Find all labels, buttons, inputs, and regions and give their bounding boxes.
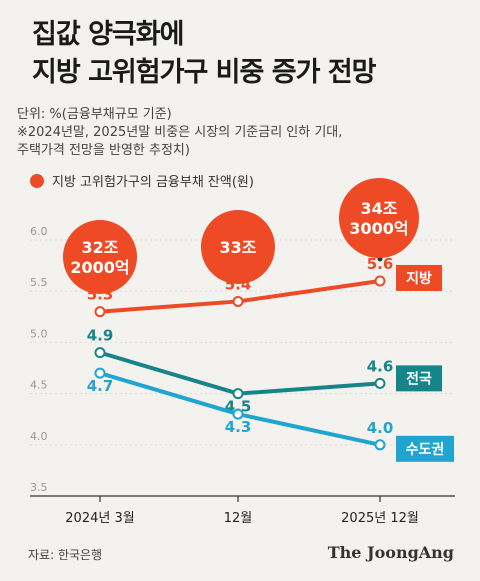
data-label: 5.6 <box>367 255 394 273</box>
data-point <box>232 408 244 420</box>
annotation-text: 2000억 <box>70 258 129 277</box>
brand-logo: The JoongAng <box>327 543 454 562</box>
y-tick-label: 3.5 <box>30 481 48 494</box>
title-line-1: 집값 양극화에 <box>32 19 184 50</box>
y-tick-label: 5.0 <box>30 327 48 340</box>
data-label: 4.9 <box>87 327 114 345</box>
source-text: 자료: 한국은행 <box>28 548 103 562</box>
series-label: 지방 <box>406 270 432 287</box>
x-tick-label: 2024년 3월 <box>65 511 134 526</box>
title-line-2: 지방 고위험가구 비중 증가 전망 <box>32 57 377 88</box>
unit-note: 단위: %(금융부채규모 기준) <box>17 107 172 122</box>
y-tick-label: 6.0 <box>30 225 48 238</box>
annotation-text: 3000억 <box>349 219 408 238</box>
data-label: 5.3 <box>87 286 114 304</box>
legend-label: 지방 고위험가구의 금융부채 잔액(원) <box>52 175 254 190</box>
chart-notes: 단위: %(금융부채규모 기준) ※2024년말, 2025년말 비중은 시장의… <box>17 106 342 160</box>
series-label-box <box>396 264 442 291</box>
data-label: 4.3 <box>225 418 252 436</box>
annotation-text: 33조 <box>220 238 257 257</box>
legend: 지방 고위험가구의 금융부채 잔액(원) <box>30 171 254 190</box>
data-point <box>94 367 106 379</box>
x-tick-label: 12월 <box>224 511 253 526</box>
data-label: 4.6 <box>367 357 394 375</box>
data-point <box>232 388 244 400</box>
legend-dot-icon <box>30 173 44 188</box>
data-label: 5.4 <box>225 275 252 293</box>
y-tick-label: 4.5 <box>30 379 48 392</box>
y-tick-label: 4.0 <box>30 430 48 443</box>
data-point <box>94 306 106 318</box>
data-label: 4.0 <box>367 419 394 437</box>
data-point <box>94 347 106 359</box>
series-label: 수도권 <box>406 442 445 458</box>
series-label-box <box>396 365 442 392</box>
annotation-bubble <box>63 220 137 294</box>
data-label: 4.7 <box>87 377 114 395</box>
annotation-bubble <box>339 178 419 258</box>
x-tick-label: 2025년 12월 <box>341 511 419 526</box>
estimate-note-1: ※2024년말, 2025년말 비중은 시장의 기준금리 인하 기대, <box>17 125 343 140</box>
y-tick-label: 5.5 <box>30 276 48 289</box>
data-point <box>374 377 386 389</box>
data-point <box>232 295 244 307</box>
chart-title: 집값 양극화에 지방 고위험가구 비중 증가 전망 <box>32 16 377 92</box>
annotation-bubble <box>201 210 275 284</box>
annotation-text: 34조 <box>361 199 398 218</box>
data-point <box>374 439 386 451</box>
data-point <box>374 275 386 287</box>
estimate-note-2: 주택가격 전망을 반영한 추정치) <box>17 143 190 158</box>
annotation-text: 32조 <box>82 238 119 257</box>
series-label-box <box>396 435 454 462</box>
series-label: 전국 <box>406 370 432 387</box>
